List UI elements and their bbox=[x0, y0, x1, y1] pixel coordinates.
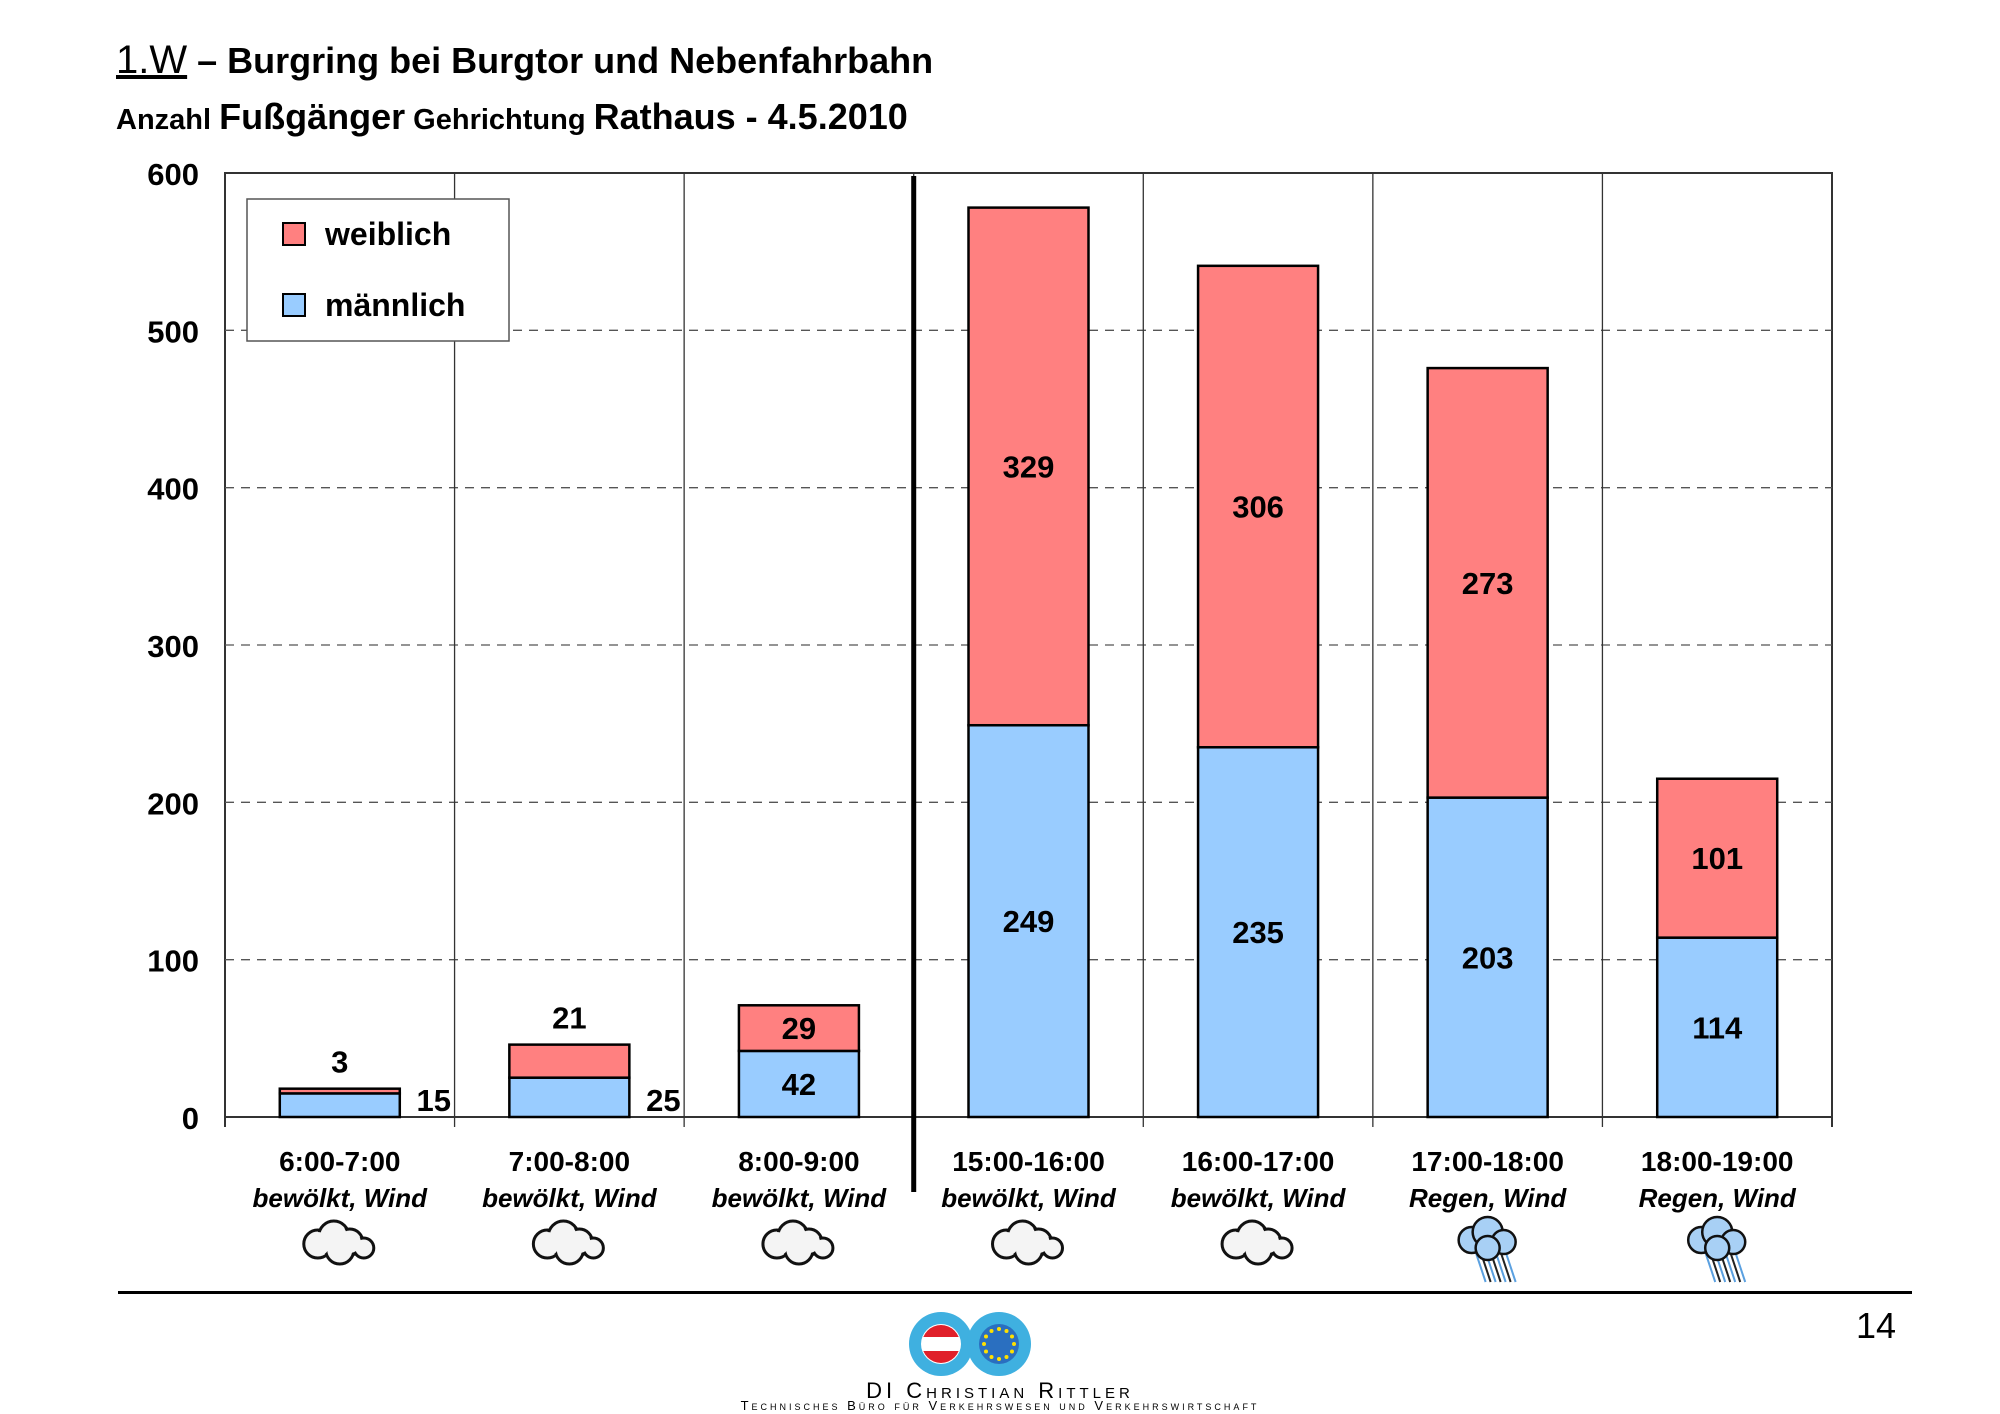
x-tick-label: 15:00-16:00 bbox=[952, 1146, 1105, 1177]
cloud-icon bbox=[991, 1219, 1064, 1266]
y-tick-label: 400 bbox=[147, 472, 199, 507]
stacked-bar-chart: 0 100 200 300 400 500 600 15 3 6:00-7:00 bewölkt, … bbox=[147, 157, 1833, 1283]
data-label-weiblich: 29 bbox=[782, 1011, 816, 1046]
cloud-fill bbox=[1246, 1238, 1271, 1262]
x-tick-label: 8:00-9:00 bbox=[738, 1146, 859, 1177]
y-tick-label: 0 bbox=[182, 1101, 199, 1136]
chart-subtitle: Anzahl Fußgänger Gehrichtung Rathaus - 4… bbox=[116, 96, 908, 138]
subtitle-part-1: Anzahl bbox=[116, 104, 220, 136]
location-name: Burgring bei Burgtor und Nebenfahrbahn bbox=[227, 40, 934, 81]
company-tagline: Technisches Büro für Verkehrswesen und V… bbox=[740, 1398, 1260, 1413]
bar-segment-maennlich bbox=[967, 723, 1090, 1119]
data-label-maennlich: 114 bbox=[1692, 1010, 1743, 1045]
data-label-weiblich: 329 bbox=[1003, 449, 1055, 484]
weather-label: bewölkt, Wind bbox=[482, 1183, 658, 1213]
page-number: 14 bbox=[1856, 1305, 1897, 1346]
legend-label: weiblich bbox=[324, 216, 451, 252]
bar-segment-maennlich bbox=[508, 1076, 631, 1119]
data-label-maennlich: 25 bbox=[646, 1083, 680, 1118]
cloud-fill bbox=[1016, 1238, 1041, 1262]
bar-segment-weiblich bbox=[278, 1087, 402, 1095]
data-label-maennlich: 235 bbox=[1232, 915, 1284, 950]
cloud-icon bbox=[761, 1219, 835, 1266]
x-tick-label: 17:00-18:00 bbox=[1411, 1146, 1564, 1177]
legend-label: männlich bbox=[325, 287, 465, 323]
x-tick-label: 18:00-19:00 bbox=[1641, 1146, 1794, 1177]
weather-label: bewölkt, Wind bbox=[712, 1183, 888, 1213]
data-label-weiblich: 3 bbox=[331, 1045, 348, 1080]
legend-swatch-maennlich bbox=[282, 293, 306, 317]
chart-title: 1.W – Burgring bei Burgtor und Nebenfahr… bbox=[116, 38, 933, 83]
data-label-weiblich: 21 bbox=[552, 1001, 586, 1036]
cloud-fill bbox=[557, 1238, 582, 1262]
cloud-fill bbox=[355, 1240, 372, 1256]
data-label-maennlich: 15 bbox=[417, 1083, 451, 1118]
subtitle-part-3: Gehrichtung bbox=[405, 104, 594, 136]
bar-segment-maennlich bbox=[1426, 796, 1549, 1119]
cloud-fill bbox=[786, 1238, 811, 1262]
bar-segment-maennlich bbox=[737, 1049, 861, 1119]
rain-cloud-icon bbox=[1457, 1215, 1517, 1283]
weather-label: bewölkt, Wind bbox=[1171, 1183, 1347, 1213]
bar-segment-weiblich bbox=[1426, 366, 1549, 799]
data-label-weiblich: 306 bbox=[1232, 490, 1284, 525]
y-tick-label: 200 bbox=[147, 786, 199, 821]
rain-cloud-puff bbox=[1703, 1234, 1731, 1262]
cloud-fill bbox=[327, 1238, 352, 1262]
cloud-fill bbox=[814, 1240, 831, 1256]
legend-swatch-weiblich bbox=[282, 222, 306, 246]
cloud-icon bbox=[302, 1219, 376, 1266]
cloud-fill bbox=[1274, 1240, 1291, 1256]
subtitle-part-2: Fußgänger bbox=[219, 96, 406, 137]
bar-segment-maennlich bbox=[1655, 936, 1779, 1119]
bar-segment-weiblich bbox=[508, 1043, 631, 1079]
title-dash: – bbox=[187, 40, 228, 81]
footer-divider bbox=[118, 1291, 1912, 1294]
data-label-maennlich: 249 bbox=[1003, 904, 1055, 939]
y-tick-label: 300 bbox=[147, 629, 199, 664]
cloud-icon bbox=[1220, 1219, 1294, 1266]
cloud-fill bbox=[585, 1240, 602, 1256]
x-tick-label: 6:00-7:00 bbox=[279, 1146, 400, 1177]
bar-segment-weiblich bbox=[967, 206, 1090, 727]
y-tick-label: 500 bbox=[147, 314, 199, 349]
bar-segment-weiblich bbox=[1196, 264, 1320, 749]
bar-segment-weiblich bbox=[737, 1004, 861, 1053]
bar-segment-maennlich bbox=[1196, 746, 1320, 1119]
weather-label: Regen, Wind bbox=[1639, 1183, 1797, 1213]
data-label-maennlich: 203 bbox=[1462, 940, 1514, 975]
bar-segment-weiblich bbox=[1655, 777, 1779, 939]
weather-label: bewölkt, Wind bbox=[253, 1183, 429, 1213]
data-label-weiblich: 273 bbox=[1462, 566, 1514, 601]
y-tick-label: 600 bbox=[147, 157, 199, 192]
x-tick-label: 16:00-17:00 bbox=[1182, 1146, 1335, 1177]
company-logo bbox=[909, 1312, 1031, 1376]
rain-cloud-icon bbox=[1686, 1215, 1747, 1283]
bar-segment-maennlich bbox=[278, 1092, 402, 1119]
cloud-fill bbox=[1044, 1240, 1061, 1256]
subtitle-part-4: Rathaus - 4.5.2010 bbox=[593, 96, 908, 137]
data-label-maennlich: 42 bbox=[782, 1067, 816, 1102]
section-code: 1.W bbox=[116, 38, 188, 82]
company-name: DI Christian Rittler bbox=[866, 1378, 1134, 1403]
rain-cloud-puff bbox=[1474, 1234, 1501, 1262]
weather-label: Regen, Wind bbox=[1409, 1183, 1567, 1213]
x-tick-label: 7:00-8:00 bbox=[509, 1146, 630, 1177]
data-label-weiblich: 101 bbox=[1691, 841, 1743, 876]
cloud-icon bbox=[531, 1219, 605, 1266]
weather-label: bewölkt, Wind bbox=[941, 1183, 1117, 1213]
y-tick-label: 100 bbox=[147, 944, 199, 979]
